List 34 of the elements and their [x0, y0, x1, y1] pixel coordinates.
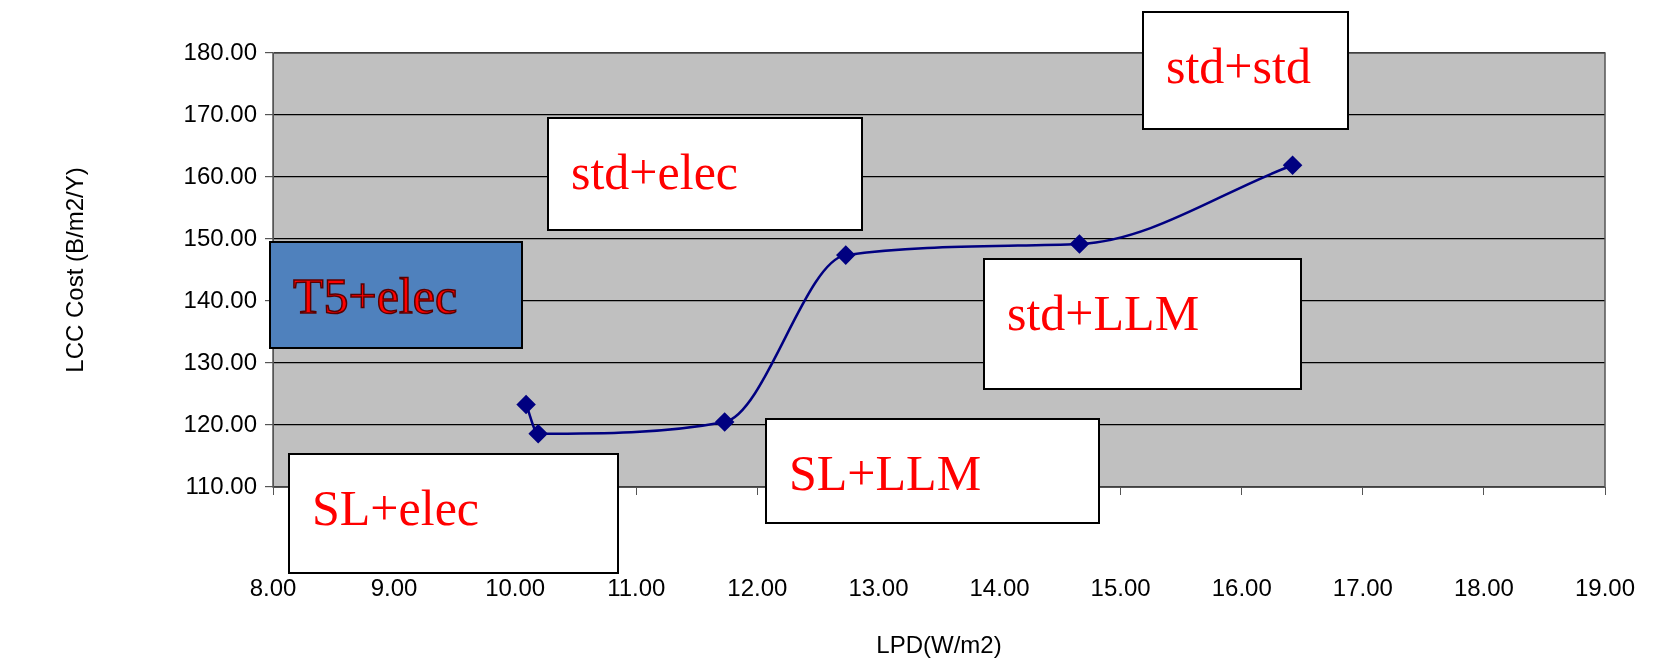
y-tick-label: 130.00 [183, 347, 257, 375]
y-tick-label: 110.00 [185, 471, 257, 499]
x-tick-label: 13.00 [848, 574, 909, 602]
callout-box: SL+LLM [765, 418, 1100, 524]
x-tick-label: 10.00 [485, 574, 546, 602]
x-tick-label: 19.00 [1574, 574, 1636, 602]
x-tick-label: 9.00 [370, 574, 418, 602]
point [1070, 234, 1089, 254]
point [516, 395, 536, 414]
callout-box: std+LLM [983, 258, 1302, 390]
x-tick-label: 15.00 [1090, 574, 1151, 602]
x-tick-label: 8.00 [249, 574, 297, 602]
point [1283, 155, 1302, 175]
point [715, 412, 734, 432]
callout-box: std+elec [547, 117, 863, 231]
point [528, 424, 548, 443]
x-tick-label: 17.00 [1332, 574, 1393, 602]
y-tick-label: 140.00 [183, 285, 257, 313]
y-tick-label: 180.00 [183, 37, 257, 65]
callout-box: SL+elec [288, 453, 619, 574]
y-tick-label: 170.00 [183, 99, 257, 127]
x-tick-label: 18.00 [1453, 574, 1514, 602]
y-tick-label: 150.00 [183, 223, 257, 251]
x-tick-label: 16.00 [1211, 574, 1272, 602]
callout-box: std+std [1142, 11, 1349, 130]
x-tick-label: 12.00 [727, 574, 788, 602]
y-tick-label: 120.00 [183, 409, 257, 437]
x-tick-label: 14.00 [969, 574, 1030, 602]
y-tick-label: 160.00 [183, 161, 257, 189]
x-tick-label: 11.00 [607, 574, 666, 602]
y-axis-title: LCC Cost (B/m2/Y) [61, 167, 89, 373]
x-axis-title: LPD(W/m2) [876, 631, 1002, 659]
point [836, 245, 856, 265]
callout-box: T5+elec [269, 241, 523, 349]
